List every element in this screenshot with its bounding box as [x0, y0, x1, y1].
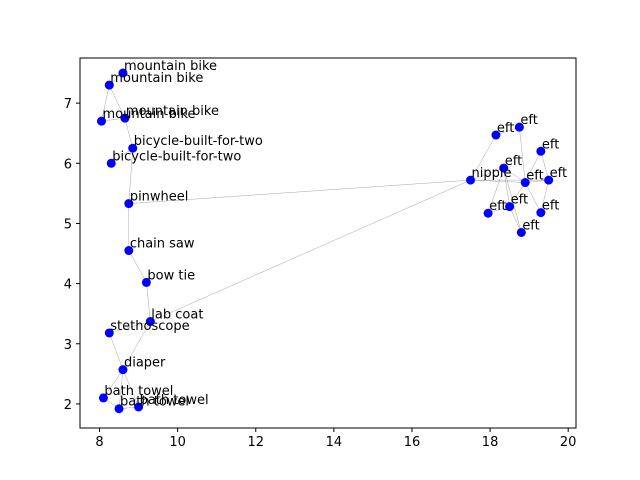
edge-line	[525, 182, 542, 213]
point-label: bicycle-built-for-two	[134, 134, 263, 149]
x-tick-label: 10	[169, 435, 186, 450]
data-point	[516, 227, 526, 237]
edge-line	[509, 182, 526, 207]
point-label: eft	[520, 113, 537, 128]
point-label: bath towel	[120, 395, 189, 410]
edge-line	[540, 180, 549, 213]
y-tick-label: 7	[64, 97, 72, 112]
edge-line	[146, 282, 151, 322]
data-point	[145, 317, 155, 327]
y-tick-label: 2	[64, 398, 72, 413]
edge-line	[509, 206, 522, 233]
edge-line	[118, 369, 124, 409]
y-tick-label: 6	[64, 157, 72, 172]
point-label: eft	[489, 199, 506, 214]
data-point	[514, 122, 524, 132]
data-point	[141, 277, 151, 287]
data-point	[505, 202, 515, 212]
data-point	[491, 130, 501, 140]
edge-line	[128, 179, 471, 204]
x-tick-label: 16	[404, 435, 421, 450]
point-label: pinwheel	[130, 190, 189, 205]
x-tick-label: 18	[482, 435, 499, 450]
point-label: nipple	[472, 166, 512, 181]
data-point	[536, 208, 546, 218]
points-layer	[96, 68, 554, 414]
data-point	[96, 116, 106, 126]
plot-frame	[79, 57, 577, 429]
edge-line	[122, 369, 139, 408]
point-label: diaper	[124, 356, 166, 371]
y-tick-label: 5	[64, 217, 72, 232]
x-tick-label: 20	[560, 435, 577, 450]
edge-line	[503, 168, 510, 207]
data-point	[118, 68, 128, 78]
point-label: bicycle-built-for-two	[112, 149, 241, 164]
data-point	[520, 178, 530, 188]
y-tick-label: 4	[64, 278, 72, 293]
point-label: bath towel	[104, 384, 173, 399]
edge-line	[503, 168, 522, 233]
point-label: eft	[550, 166, 567, 181]
edge-line	[150, 179, 471, 322]
data-point	[483, 208, 493, 218]
data-point	[544, 175, 554, 185]
x-tick-label: 14	[326, 435, 343, 450]
x-tick-label: 8	[95, 435, 103, 450]
point-label: eft	[522, 218, 539, 233]
data-point	[120, 113, 130, 123]
point-label: chain saw	[130, 237, 195, 252]
edge-line	[122, 321, 151, 370]
x-tick-label: 12	[247, 435, 264, 450]
point-label: eft	[511, 193, 528, 208]
point-label: mountain bike	[102, 107, 195, 122]
data-point	[118, 365, 128, 375]
point-label: bow tie	[147, 268, 195, 283]
point-label: lab coat	[151, 308, 203, 323]
data-point	[114, 404, 124, 414]
edge-line	[470, 167, 504, 181]
data-point	[128, 143, 138, 153]
point-label: eft	[542, 199, 559, 214]
edge-line	[540, 151, 549, 181]
data-point	[104, 328, 114, 338]
data-point	[134, 402, 144, 412]
y-axis: 2 3 4 5 6 7	[64, 97, 80, 413]
data-point	[98, 393, 108, 403]
edge-line	[519, 127, 526, 183]
point-label: mountain bike	[124, 59, 217, 74]
data-point	[104, 80, 114, 90]
data-point	[124, 199, 134, 209]
edge-line	[109, 321, 151, 334]
edge-line	[101, 85, 110, 122]
edge-line	[124, 118, 133, 149]
y-tick-label: 3	[64, 338, 72, 353]
edge-line	[470, 179, 526, 183]
edge-line	[128, 148, 133, 204]
point-label: eft	[497, 121, 514, 136]
point-label: mountain bike	[126, 104, 219, 119]
point-label: eft	[542, 137, 559, 152]
point-label: eft	[526, 169, 543, 184]
data-point	[466, 175, 476, 185]
edge-line	[487, 168, 504, 214]
edge-line	[470, 134, 497, 181]
data-point	[124, 246, 134, 256]
data-point	[536, 146, 546, 156]
data-point	[106, 158, 116, 168]
point-label: eft	[505, 154, 522, 169]
point-label: stethoscope	[110, 319, 189, 334]
point-label: mountain bike	[110, 71, 203, 86]
point-label: bath towel	[140, 393, 209, 408]
edge-line	[128, 250, 147, 283]
edge-line	[109, 84, 126, 119]
x-axis: 8 10 12 14 16 18 20	[95, 428, 576, 450]
data-point	[499, 163, 509, 173]
edge-line	[103, 369, 124, 399]
edge-line	[109, 332, 124, 370]
edge-line	[525, 151, 542, 183]
